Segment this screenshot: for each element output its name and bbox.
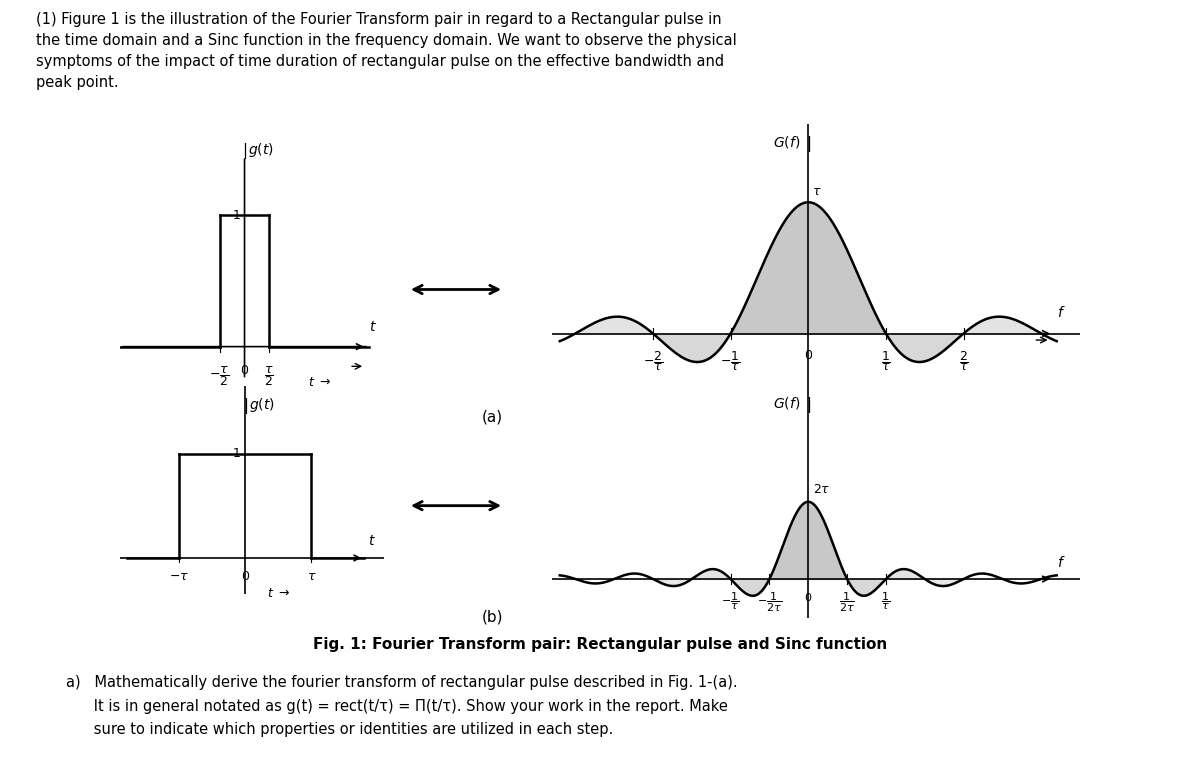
Text: $t$: $t$ xyxy=(370,320,377,334)
Text: $\dfrac{2}{\tau}$: $\dfrac{2}{\tau}$ xyxy=(959,349,968,373)
Text: $\dfrac{1}{\tau}$: $\dfrac{1}{\tau}$ xyxy=(881,591,890,612)
Text: $t\ \rightarrow$: $t\ \rightarrow$ xyxy=(307,375,331,388)
Text: $|$: $|$ xyxy=(242,141,247,161)
Text: $-\dfrac{1}{2\tau}$: $-\dfrac{1}{2\tau}$ xyxy=(757,591,782,614)
Text: $0$: $0$ xyxy=(804,591,812,603)
Text: $-\dfrac{2}{\tau}$: $-\dfrac{2}{\tau}$ xyxy=(643,349,664,373)
Text: $-\dfrac{1}{\tau}$: $-\dfrac{1}{\tau}$ xyxy=(721,591,739,612)
Text: $0$: $0$ xyxy=(240,364,250,377)
Text: $\dfrac{\tau}{2}$: $\dfrac{\tau}{2}$ xyxy=(264,364,275,388)
Text: $-\dfrac{1}{\tau}$: $-\dfrac{1}{\tau}$ xyxy=(720,349,740,373)
Text: $\tau$: $\tau$ xyxy=(307,571,316,584)
Text: $2\tau$: $2\tau$ xyxy=(812,482,830,496)
Text: a)   Mathematically derive the fourier transform of rectangular pulse described : a) Mathematically derive the fourier tra… xyxy=(66,676,738,690)
Text: $G(f)$: $G(f)$ xyxy=(773,134,800,150)
Text: $\dfrac{1}{\tau}$: $\dfrac{1}{\tau}$ xyxy=(881,349,890,373)
Text: $t\ \rightarrow$: $t\ \rightarrow$ xyxy=(266,587,290,600)
Text: $f$: $f$ xyxy=(1057,555,1066,570)
Text: (a): (a) xyxy=(481,409,503,424)
Text: $g(t)$: $g(t)$ xyxy=(250,397,275,415)
Text: (b): (b) xyxy=(481,610,503,625)
Text: $0$: $0$ xyxy=(804,349,812,362)
Text: (1) Figure 1 is the illustration of the Fourier Transform pair in regard to a Re: (1) Figure 1 is the illustration of the … xyxy=(36,12,737,90)
Text: $G(f)$: $G(f)$ xyxy=(773,395,800,411)
Text: $1$: $1$ xyxy=(232,209,240,222)
Text: $0$: $0$ xyxy=(241,571,250,584)
Text: $\dfrac{1}{2\tau}$: $\dfrac{1}{2\tau}$ xyxy=(839,591,854,614)
Text: $g(t)$: $g(t)$ xyxy=(247,141,274,158)
Text: $|$: $|$ xyxy=(242,397,248,416)
Text: $-\tau$: $-\tau$ xyxy=(169,571,190,584)
Text: $\tau$: $\tau$ xyxy=(812,185,822,198)
Text: $-\dfrac{\tau}{2}$: $-\dfrac{\tau}{2}$ xyxy=(210,364,230,388)
Text: $|$: $|$ xyxy=(805,395,811,415)
Text: sure to indicate which properties or identities are utilized in each step.: sure to indicate which properties or ide… xyxy=(66,722,613,736)
Text: Fig. 1: Fourier Transform pair: Rectangular pulse and Sinc function: Fig. 1: Fourier Transform pair: Rectangu… xyxy=(313,637,887,652)
Text: It is in general notated as g(t) = rect(t/τ) = Π(t/τ). Show your work in the rep: It is in general notated as g(t) = rect(… xyxy=(66,699,728,713)
Text: $1$: $1$ xyxy=(232,447,241,460)
Text: $t$: $t$ xyxy=(367,533,376,547)
Text: $f$: $f$ xyxy=(1057,306,1066,320)
Text: $|$: $|$ xyxy=(805,134,811,154)
